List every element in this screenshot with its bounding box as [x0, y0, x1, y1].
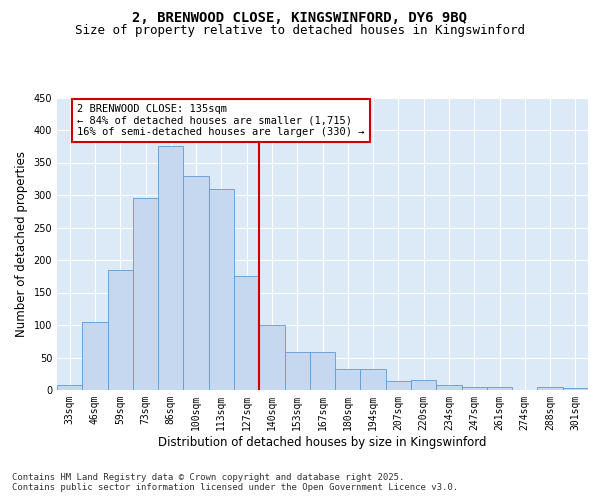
Bar: [82, 322, 107, 390]
Bar: [386, 381, 411, 390]
Bar: [335, 368, 361, 390]
Bar: [184, 176, 209, 390]
Bar: [209, 188, 234, 390]
Bar: [234, 276, 259, 390]
Y-axis label: Number of detached properties: Number of detached properties: [15, 151, 28, 337]
Text: Size of property relative to detached houses in Kingswinford: Size of property relative to detached ho…: [75, 24, 525, 37]
Bar: [361, 368, 386, 390]
Bar: [259, 325, 284, 390]
Text: 2, BRENWOOD CLOSE, KINGSWINFORD, DY6 9BQ: 2, BRENWOOD CLOSE, KINGSWINFORD, DY6 9BQ: [133, 11, 467, 25]
Bar: [158, 146, 184, 390]
Bar: [133, 198, 158, 390]
Bar: [487, 387, 512, 390]
Bar: [310, 352, 335, 390]
Bar: [563, 388, 588, 390]
Bar: [436, 385, 461, 390]
Text: 2 BRENWOOD CLOSE: 135sqm
← 84% of detached houses are smaller (1,715)
16% of sem: 2 BRENWOOD CLOSE: 135sqm ← 84% of detach…: [77, 104, 365, 137]
Bar: [538, 388, 563, 390]
Bar: [284, 352, 310, 390]
Bar: [461, 387, 487, 390]
Bar: [411, 380, 436, 390]
Bar: [107, 270, 133, 390]
X-axis label: Distribution of detached houses by size in Kingswinford: Distribution of detached houses by size …: [158, 436, 487, 448]
Text: Contains HM Land Registry data © Crown copyright and database right 2025.
Contai: Contains HM Land Registry data © Crown c…: [12, 472, 458, 492]
Bar: [57, 385, 82, 390]
